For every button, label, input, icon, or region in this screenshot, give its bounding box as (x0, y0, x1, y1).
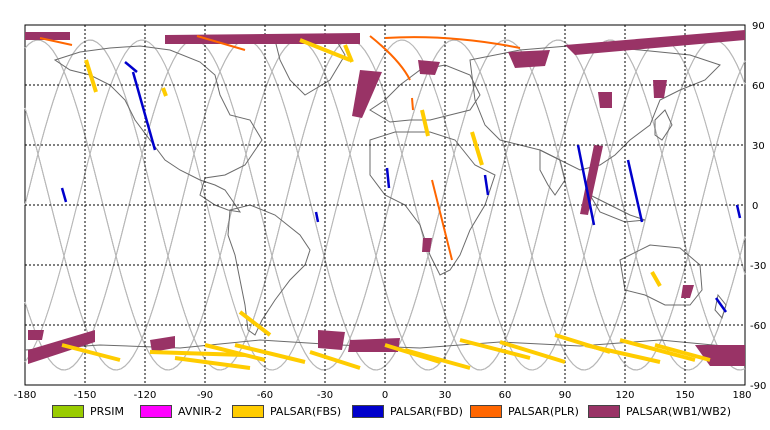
lon-tick: 0 (382, 390, 388, 400)
legend-item-palsar-fbs: PALSAR(FBS) (232, 403, 341, 419)
legend-swatch (588, 404, 620, 418)
longitude-tick-labels: -180 -150 -120 -90 -60 -30 0 30 60 90 12… (14, 390, 752, 400)
legend-label: AVNIR-2 (178, 404, 222, 418)
lon-tick: -150 (74, 390, 97, 400)
lon-tick: 90 (559, 390, 572, 400)
legend-swatch (470, 404, 502, 418)
coastlines (24, 34, 746, 351)
lon-tick: 180 (732, 390, 751, 400)
swaths-palsar-fbs (61, 38, 711, 370)
legend-label: PRSIM (90, 404, 124, 418)
legend-item-avnir2: AVNIR-2 (140, 403, 222, 419)
legend-swatch (232, 404, 264, 418)
lat-tick: 30 (752, 141, 765, 152)
legend-item-palsar-wb: PALSAR(WB1/WB2) (588, 403, 731, 419)
lon-tick: -120 (134, 390, 157, 400)
legend-item-palsar-fbd: PALSAR(FBD) (352, 403, 463, 419)
swaths-palsar-wb (25, 30, 745, 366)
lon-tick: -180 (14, 390, 37, 400)
legend-swatch (352, 404, 384, 418)
lon-tick: -90 (197, 390, 213, 400)
lat-tick: 60 (752, 81, 765, 92)
graticule (25, 25, 745, 385)
legend-label: PALSAR(WB1/WB2) (626, 404, 732, 418)
lon-tick: 30 (439, 390, 452, 400)
legend-label: PALSAR(PLR) (508, 404, 579, 418)
legend: PRSIM AVNIR-2 PALSAR(FBS) PALSAR(FBD) PA… (0, 400, 770, 422)
legend-swatch (52, 404, 84, 418)
swaths-palsar-fbd (60, 61, 742, 313)
legend-swatch (140, 404, 172, 418)
lon-tick: 60 (499, 390, 512, 400)
latitude-tick-labels: 90 60 30 0 -30 -60 -90 (750, 21, 766, 392)
world-map: -180 -150 -120 -90 -60 -30 0 30 60 90 12… (14, 21, 767, 400)
lat-tick: -60 (750, 321, 766, 332)
lon-tick: 150 (675, 390, 694, 400)
legend-item-prsim: PRSIM (52, 403, 124, 419)
lon-tick: -30 (317, 390, 333, 400)
legend-label: PALSAR(FBS) (270, 404, 342, 418)
lat-tick: 90 (752, 21, 765, 32)
lon-tick: 120 (615, 390, 634, 400)
legend-label: PALSAR(FBD) (390, 404, 463, 418)
lon-tick: -60 (257, 390, 273, 400)
legend-item-palsar-plr: PALSAR(PLR) (470, 403, 579, 419)
swaths-palsar-plr (39, 35, 521, 261)
lat-tick: -90 (750, 381, 766, 392)
lat-tick: -30 (750, 261, 766, 272)
lat-tick: 0 (752, 201, 758, 212)
